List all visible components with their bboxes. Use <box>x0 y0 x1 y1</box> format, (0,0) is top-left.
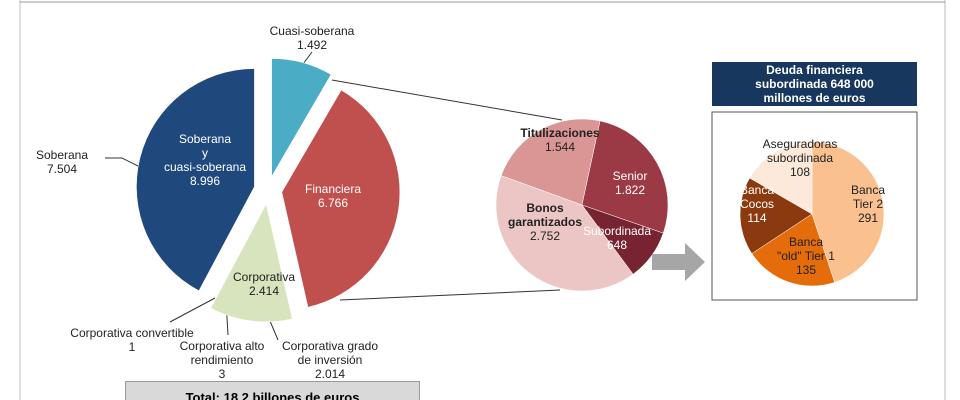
label-text: Financiera <box>304 182 362 196</box>
label-text: 1 <box>128 340 136 354</box>
leader-line <box>169 297 216 323</box>
arrow <box>652 243 705 281</box>
label-text: 1.492 <box>296 38 328 52</box>
pie-slice <box>581 120 669 234</box>
label-text: Banca Cocos <box>739 183 775 211</box>
pie-slice <box>751 213 835 287</box>
label-text: 648 <box>606 238 628 252</box>
data-label: Soberana y cuasi-soberana 8.996 <box>164 132 246 188</box>
connector <box>331 79 563 121</box>
data-label: Financiera 6.766 <box>305 182 361 210</box>
label-text: Aseguradoras subordinada <box>762 137 838 165</box>
label-text: Banca Tier 2 <box>850 183 886 211</box>
leader-line <box>105 157 143 169</box>
data-label: Bonos garantizados 2.752 <box>508 201 582 243</box>
pie-slice <box>739 177 813 254</box>
label-text: 2.014 <box>314 367 346 381</box>
pie-slice <box>281 89 401 308</box>
data-label: Titulizaciones 1.544 <box>520 126 599 154</box>
label-text: 3 <box>218 367 226 381</box>
data-label: Senior 1.822 <box>613 169 648 197</box>
pie-slice <box>136 68 255 292</box>
label-text: Subordinada <box>582 224 652 238</box>
data-label: Banca "old" Tier 1 135 <box>777 235 835 277</box>
label-text: Corporativa <box>232 270 296 284</box>
sub-title: Deuda financiera subordinada 648 000 mil… <box>712 62 917 106</box>
data-label: Banca Tier 2 291 <box>851 183 885 225</box>
pie-slice <box>811 141 885 283</box>
frame <box>19 0 946 400</box>
data-label: Corporativa 2.414 <box>233 270 295 298</box>
label-text: Corporativa grado de inversión <box>281 339 379 367</box>
connector <box>339 289 561 301</box>
label-text: Banca "old" Tier 1 <box>777 235 835 263</box>
label-text: 1.822 <box>614 183 646 197</box>
total-note: Total: 18,2 billones de euros <box>125 381 420 400</box>
data-label: Corporativa grado de inversión 2.014 <box>282 339 378 381</box>
data-label: Corporativa convertible 1 <box>70 326 193 354</box>
label-text: 2.414 <box>248 284 280 298</box>
pie-slice <box>500 118 601 206</box>
label-text: Corporativa convertible <box>70 326 194 340</box>
label-text: Soberana y cuasi-soberana <box>163 132 247 174</box>
label-text: 6.766 <box>317 196 349 210</box>
label-text: Senior <box>612 169 648 183</box>
label-text: 108 <box>789 165 811 179</box>
label-text: 291 <box>857 211 879 225</box>
data-label: Soberana 7.504 <box>36 148 88 176</box>
data-label: Cuasi-soberana 1.492 <box>270 24 355 52</box>
pie-slice <box>210 203 267 309</box>
label-text: Soberana <box>35 148 89 162</box>
label-text: Titulizaciones <box>520 126 600 140</box>
label-text: 7.504 <box>46 162 78 176</box>
label-text: 114 <box>747 211 767 225</box>
data-label: Banca Cocos 114 <box>740 183 774 225</box>
label-text: Cuasi-soberana <box>269 24 355 38</box>
label-text: 8.996 <box>189 174 221 188</box>
data-label: Subordinada 648 <box>583 224 651 252</box>
data-label: Aseguradoras subordinada 108 <box>763 137 838 179</box>
pie-slice <box>495 175 634 292</box>
label-text: 1.544 <box>544 140 576 154</box>
label-text: Corporativa alto rendimiento <box>179 339 265 367</box>
pie-slice <box>749 141 813 215</box>
label-text: 135 <box>795 263 817 277</box>
label-text: Bonos garantizados <box>507 201 583 229</box>
label-text: 2.752 <box>529 229 561 243</box>
pie-slice <box>271 58 332 178</box>
pie-slice <box>210 203 293 323</box>
data-label: Corporativa alto rendimiento 3 <box>180 339 265 381</box>
